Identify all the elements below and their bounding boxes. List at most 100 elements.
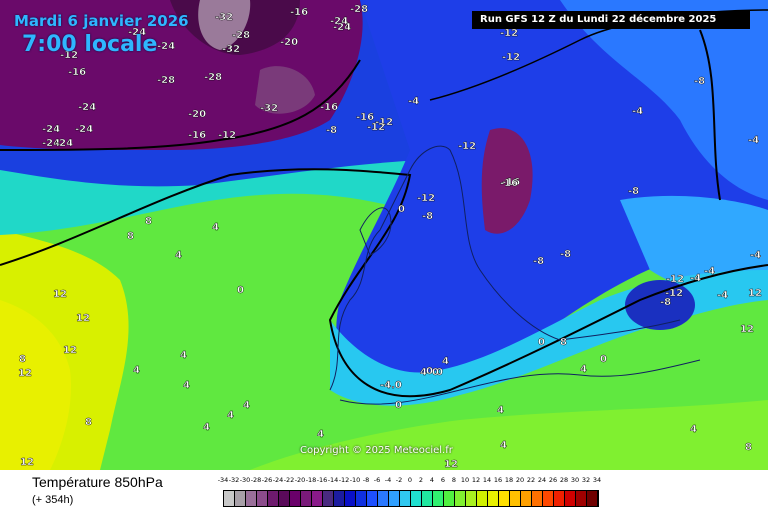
scale-swatch [257, 491, 268, 506]
isotherm-value-label: -20 [280, 37, 298, 48]
isotherm-value-label: 4 [690, 424, 697, 435]
isotherm-value-label: -20 [188, 109, 206, 120]
scale-tick-label: 32 [581, 476, 591, 484]
scale-tick-label: 2 [418, 476, 424, 484]
scale-tick-label: -32 [228, 476, 240, 484]
cold-zone-europe [336, 0, 768, 400]
scale-swatch [444, 491, 455, 506]
isotherm-value-label: -28 [157, 75, 175, 86]
isotherm-value-label: 8 [145, 216, 152, 227]
isotherm-east [699, 29, 721, 201]
scale-tick-label: -30 [239, 476, 251, 484]
isotherm-value-label: 4 [180, 350, 187, 361]
warm-zone-yellow-2 [0, 300, 71, 470]
scale-swatch [367, 491, 378, 506]
temperature-map: -32 -16 -28-24-24-24 -28-32-20-24-12 -12-16-… [0, 0, 768, 470]
copyright-text: Copyright © 2025 Meteociel.fr [300, 445, 453, 456]
isotherm-value-label: 8 [127, 231, 134, 242]
scale-swatch [411, 491, 422, 506]
isotherm-value-label: -16 [320, 102, 338, 113]
scale-swatch [488, 491, 499, 506]
scale-swatch [378, 491, 389, 506]
scale-swatch [532, 491, 543, 506]
scale-swatch [235, 491, 246, 506]
scale-swatch [422, 491, 433, 506]
scale-tick-label: -12 [338, 476, 350, 484]
isotherm-value-label: -16 [290, 7, 308, 18]
scale-swatch [246, 491, 257, 506]
scale-tick-label: -18 [305, 476, 317, 484]
isotherm-value-label: -12 [500, 28, 518, 39]
isotherm-value-label: 4 [497, 405, 504, 416]
cold-core-grey [198, 0, 251, 50]
scale-tick-label: 26 [548, 476, 558, 484]
forecast-time: 7:00 locale [22, 32, 158, 57]
scale-swatch [345, 491, 356, 506]
isotherm-value-label: -28 [350, 4, 368, 15]
isotherm-value-label: 8 [19, 354, 26, 365]
scale-swatch [587, 491, 598, 506]
isotherm-value-label: 0 [600, 354, 607, 365]
isotherm-value-label: 0 [538, 337, 545, 348]
isotherm-value-label: 4 [317, 429, 324, 440]
scale-tick-label: -4 [384, 476, 392, 484]
isotherm-value-label: -24 [42, 138, 60, 149]
isotherm-value-label: -4 [632, 106, 643, 117]
scale-swatch [455, 491, 466, 506]
scale-tick-label: -2 [395, 476, 403, 484]
scale-tick-label: -28 [250, 476, 262, 484]
isotherm-value-label: 0 [432, 367, 439, 378]
isotherm-value-label: -4 [717, 290, 728, 301]
isotherm-value-label: -12 [218, 130, 236, 141]
scale-tick-label: 4 [429, 476, 435, 484]
legend-footer: Température 850hPa (+ 354h) -34 -32 -30 -28… [0, 470, 768, 512]
isotherm-value-label: 0 [395, 400, 402, 411]
scale-tick-label: 34 [592, 476, 602, 484]
scale-tick-label: -16 [316, 476, 328, 484]
isotherm-value-label: -8 [628, 186, 639, 197]
isotherm-value-label: -16 [188, 130, 206, 141]
scale-tick-label: 12 [471, 476, 481, 484]
isotherm-value-label: 4 [133, 365, 140, 376]
scale-tick-label: -10 [349, 476, 361, 484]
scale-tick-label: 8 [451, 476, 457, 484]
scale-tick-label: -6 [373, 476, 381, 484]
scale-swatch [268, 491, 279, 506]
scale-tick-label: 14 [482, 476, 492, 484]
isotherm-value-label: -8 [560, 249, 571, 260]
scale-swatch [466, 491, 477, 506]
scale-tick-label: 22 [526, 476, 536, 484]
scale-swatch [543, 491, 554, 506]
isotherm-value-label: -24 [333, 22, 351, 33]
isotherm-value-label: -24 [128, 27, 146, 38]
scale-swatch [312, 491, 323, 506]
scale-swatch [477, 491, 488, 506]
isotherm-value-label: 4 [227, 410, 234, 421]
isotherm-value-label: -24 [78, 102, 96, 113]
scale-tick-label: 10 [460, 476, 470, 484]
isotherm-value-label: 12 [748, 288, 762, 299]
scale-swatch [334, 491, 345, 506]
isotherm-value-label: -28 [232, 30, 250, 41]
cold-core-scandinavia [481, 128, 533, 234]
model-run-label: Run GFS 12 Z du Lundi 22 décembre 2025 [472, 11, 750, 29]
isotherm-value-label: -8 [422, 211, 433, 222]
scale-tick-label: -24 [272, 476, 284, 484]
scale-swatch [576, 491, 587, 506]
isotherm-value-label: -32 [215, 12, 233, 23]
isotherm-value-label: 4 [243, 400, 250, 411]
scale-swatch [433, 491, 444, 506]
isotherm-value-label: -28 [204, 72, 222, 83]
scale-tick-label: 18 [504, 476, 514, 484]
isotherm-minus20 [0, 59, 361, 151]
coastline-uk [359, 207, 392, 256]
coastline-mediterranean [339, 359, 701, 405]
isotherm-value-label: -16 [68, 67, 86, 78]
isotherm-value-label: 4 [212, 222, 219, 233]
isotherm-value-label: 12 [76, 313, 90, 324]
scale-swatch [323, 491, 334, 506]
isotherm-value-label: -4 [690, 273, 701, 284]
isotherm-value-label: -4 [704, 266, 715, 277]
isotherm-value-label: 0 [436, 367, 443, 378]
isotherm-value-label: -12 [367, 122, 385, 133]
